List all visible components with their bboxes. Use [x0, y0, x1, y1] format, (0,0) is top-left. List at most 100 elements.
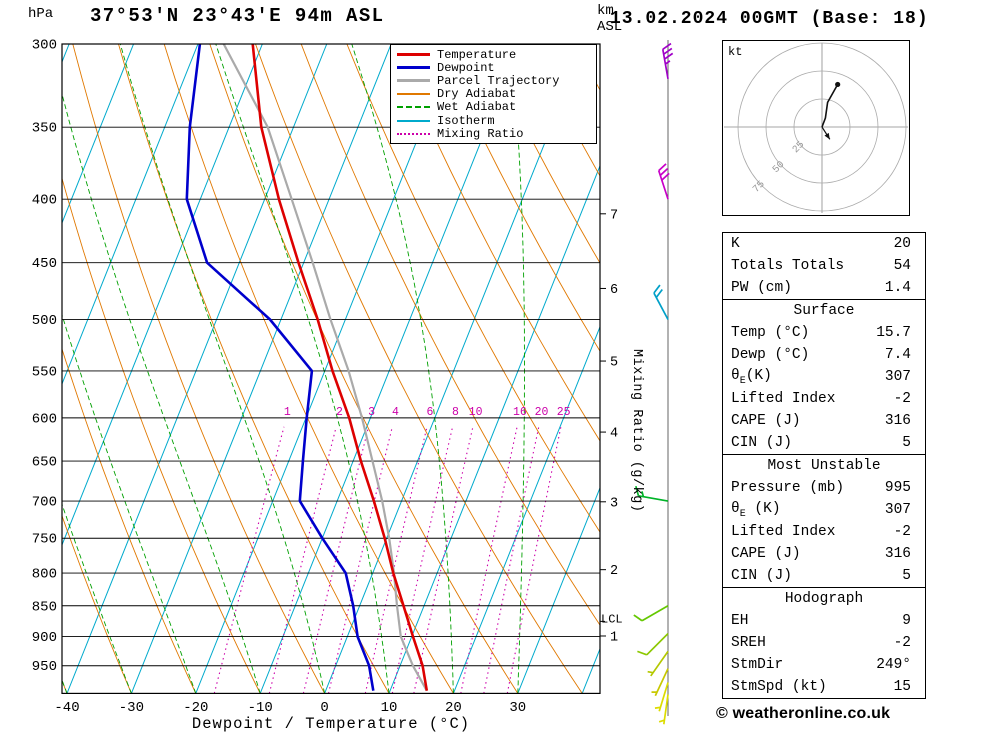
mixing-ratio-label: 10 [469, 406, 483, 419]
km-tick-label: 6 [610, 283, 618, 298]
table-row: Pressure (mb) 995 [723, 477, 925, 499]
wind-barb [661, 42, 674, 79]
table-row: StmDir 249° [723, 654, 925, 676]
row-label: Lifted Index [731, 391, 836, 407]
wind-trace [821, 84, 839, 128]
pressure-tick-label: 400 [32, 193, 57, 209]
lcl-marker: LCL [600, 612, 623, 626]
row-value: -2 [893, 524, 911, 540]
row-value: -2 [893, 635, 911, 651]
row-label: Totals Totals [731, 258, 845, 274]
station-title: 37°53'N 23°43'E 94m ASL [90, 5, 385, 27]
pressure-tick-label: 700 [32, 495, 57, 511]
km-tick-label: 1 [610, 630, 618, 645]
temperature-tick-label: 0 [320, 700, 328, 716]
mixing-ratio-label: 1 [284, 406, 291, 419]
row-label: Lifted Index [731, 524, 836, 540]
wind-barb [651, 668, 669, 697]
legend-label: Mixing Ratio [437, 126, 524, 141]
indices-tables: K 20 Totals Totals 54 PW (cm) 1.4 Surface Temp … [722, 232, 926, 699]
legend-label: Dry Adiabat [437, 87, 517, 102]
table-row: θE(K) 307 [723, 366, 925, 388]
legend-swatch [397, 119, 430, 122]
table-row: Dewp (°C) 7.4 [723, 344, 925, 366]
storm-motion-arrow [821, 126, 831, 140]
wind-barb [658, 694, 669, 725]
kt-unit-label: kt [728, 45, 742, 59]
legend-item: Dry Adiabat [397, 88, 596, 101]
km-label: km [597, 3, 614, 19]
table-row: PW (cm) 1.4 [723, 277, 925, 299]
pressure-tick-label: 800 [32, 567, 57, 583]
copyright: © weatheronline.co.uk [716, 705, 891, 722]
pressure-tick-label: 900 [32, 630, 57, 646]
pressure-tick-label: 750 [32, 532, 57, 548]
pressure-tick-label: 300 [32, 38, 57, 54]
hodograph-frame [722, 40, 910, 216]
row-label: θE (K) [731, 500, 781, 520]
temperature-tick-label: 20 [445, 700, 462, 716]
row-label: θE(K) [731, 367, 772, 387]
pressure-tick-labels: 300 350 400 450 500 550 600 650 700 750 800 850 900 9… [32, 38, 57, 676]
legend-swatch [397, 93, 430, 96]
table-section-title: Hodograph [784, 591, 864, 607]
chart-legend: Temperature Dewpoint Parcel Trajectory Dry … [390, 44, 597, 145]
pressure-tick-label: 650 [32, 455, 57, 471]
mixing-ratio-lines [213, 426, 562, 694]
row-label: CIN (J) [731, 435, 792, 451]
legend-item: Dewpoint [397, 61, 596, 74]
row-value: 15 [893, 679, 911, 695]
row-value: 249° [876, 657, 911, 673]
row-label: EH [731, 613, 749, 629]
wind-barb [654, 682, 669, 712]
mixing-ratio-label: 4 [392, 406, 399, 419]
km-tick-label: 7 [610, 208, 618, 223]
datetime-title: 13.02.2024 00GMT (Base: 18) [610, 9, 929, 29]
row-value: 5 [902, 435, 911, 451]
dewpoint-curve [185, 44, 375, 691]
mixing-ratio-label: 25 [557, 406, 571, 419]
legend-swatch [397, 132, 430, 135]
legend-swatch [397, 106, 430, 109]
row-value: 9 [902, 613, 911, 629]
table-section-title: Most Unstable [767, 458, 881, 474]
pressure-tick-label: 550 [32, 364, 57, 380]
wind-barb [653, 284, 669, 320]
mixing-ratio-label: 20 [535, 406, 549, 419]
row-label: Pressure (mb) [731, 480, 845, 496]
table-row: EH 9 [723, 610, 925, 632]
pressure-tick-label: 500 [32, 313, 57, 329]
altitude-axis-unit-label: km ASL [597, 3, 622, 35]
row-label: SREH [731, 635, 766, 651]
mixing-ratio-label: 16 [513, 406, 527, 419]
row-value: 54 [893, 258, 911, 274]
legend-item: Isotherm [397, 114, 596, 127]
table-row: Lifted Index -2 [723, 521, 925, 543]
table-row: Lifted Index -2 [723, 388, 925, 410]
temperature-tick-label: -30 [119, 700, 144, 716]
hodograph-stats-table: Hodograph EH 9 SREH -2 StmDir 249° StmSpd (kt) 1… [722, 587, 926, 699]
pressure-axis-unit-label: hPa [28, 6, 54, 22]
pressure-tick-label: 600 [32, 411, 57, 427]
legend-label: Dewpoint [437, 60, 495, 75]
isotherm-lines [62, 44, 600, 694]
table-row: StmSpd (kt) 15 [723, 676, 925, 698]
legend-item: Mixing Ratio [397, 127, 596, 140]
mixing-ratio-label: 6 [427, 406, 434, 419]
wind-barb [637, 632, 669, 656]
row-label: CIN (J) [731, 568, 792, 584]
table-row: SREH -2 [723, 632, 925, 654]
pressure-tick-label: 950 [32, 659, 57, 675]
mixing-ratio-label: 3 [368, 406, 375, 419]
asl-label: ASL [597, 19, 623, 35]
table-row: Temp (°C) 15.7 [723, 322, 925, 344]
temperature-tick-label: -40 [54, 700, 79, 716]
mixing-ratio-label: 2 [336, 406, 343, 419]
legend-label: Wet Adiabat [437, 100, 517, 115]
pressure-tick-label: 350 [32, 121, 57, 137]
temperature-tick-label: -20 [183, 700, 208, 716]
row-value: 20 [893, 236, 911, 252]
wind-barb [633, 605, 669, 622]
pressure-tick-label: 850 [32, 599, 57, 615]
km-tick-label: 4 [610, 427, 618, 442]
